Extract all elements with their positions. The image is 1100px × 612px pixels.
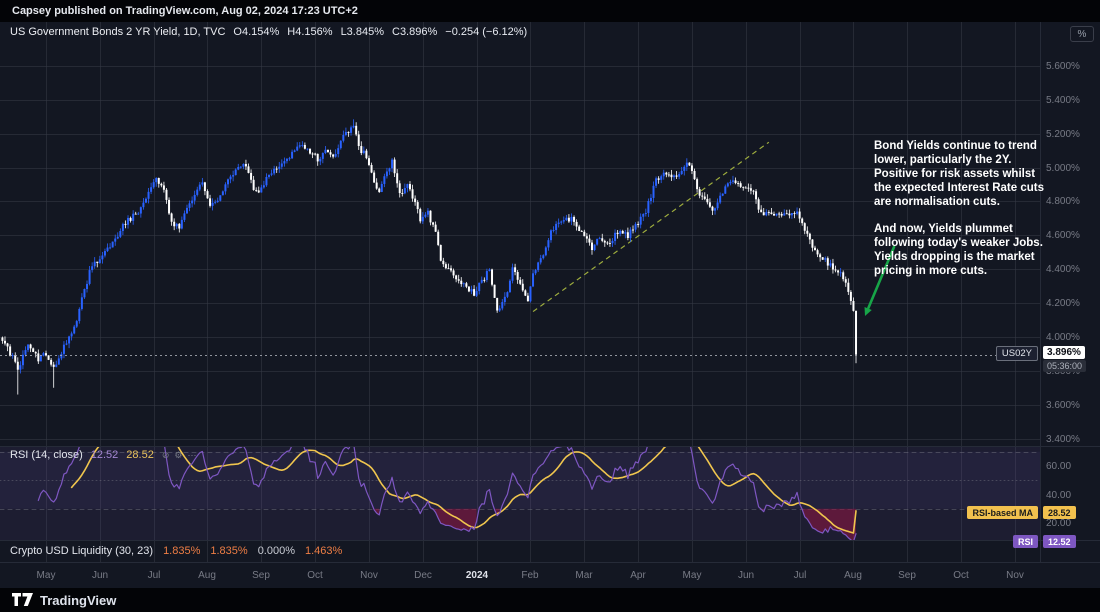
liquidity-value-1: 1.835% [163,545,200,557]
more-icon[interactable]: ⋯ [187,450,196,461]
price-axis-label: 3.400% [1046,434,1080,445]
price-label-symbol: US02Y [996,346,1038,361]
rsi-ma-value-chip: 28.52 [1043,506,1076,519]
liquidity-legend[interactable]: Crypto USD Liquidity (30, 23) 1.835% 1.8… [10,545,342,557]
time-axis-label: Aug [844,570,862,581]
change-value: −0.254 (−6.12%) [445,26,527,38]
rsi-axis-label: 20.00 [1046,518,1071,529]
time-axis-label: Jun [92,570,108,581]
rsi-current-value: 12.52 [91,449,119,461]
price-axis-label: 4.600% [1046,230,1080,241]
rsi-legend[interactable]: RSI (14, close) 12.52 28.52 ⊘ ⚙ ⋯ [10,449,196,461]
symbol-title[interactable]: US Government Bonds 2 YR Yield, 1D, TVC [10,26,225,38]
hide-icon[interactable]: ⊘ [162,450,170,461]
chart-note-text: Bond Yields continue to trend lower, par… [874,139,1046,278]
ohlc-close: C3.896% [392,26,437,38]
rsi-ma-current-value: 28.52 [126,449,154,461]
pane-separator[interactable] [0,540,1100,541]
time-axis-label: Jul [148,570,161,581]
time-axis-label: Sep [252,570,270,581]
liquidity-value-3: 0.000% [258,545,295,557]
price-axis-label: 4.200% [1046,298,1080,309]
time-axis-label: May [683,570,702,581]
time-axis-label: Nov [1006,570,1024,581]
price-axis-label: 5.400% [1046,95,1080,106]
note-paragraph-1: Bond Yields continue to trend lower, par… [874,139,1046,209]
liquidity-value-2: 1.835% [210,545,247,557]
time-axis-label: Jul [794,570,807,581]
price-axis-label: 4.400% [1046,264,1080,275]
time-axis-label: Aug [198,570,216,581]
price-axis-label: 3.600% [1046,400,1080,411]
rsi-axis-label: 40.00 [1046,490,1071,501]
rsi-axis-label: 60.00 [1046,461,1071,472]
price-axis-label: 5.200% [1046,129,1080,140]
settings-icon[interactable]: ⚙ [174,450,182,461]
price-axis-label: 4.000% [1046,332,1080,343]
note-paragraph-2: And now, Yields plummet following today'… [874,222,1046,278]
tradingview-logo-icon[interactable] [12,593,33,607]
time-axis-label: Feb [521,570,538,581]
time-axis-label: Jun [738,570,754,581]
pane-separator[interactable] [0,446,1100,447]
time-axis-label: May [37,570,56,581]
ohlc-low: L3.845% [341,26,384,38]
rsi-ma-label-chip: RSI-based MA [967,506,1038,519]
chart-canvas[interactable] [0,0,1100,612]
time-axis-label: 2024 [466,570,488,581]
time-axis-label: Apr [630,570,646,581]
price-axis-label: 5.000% [1046,163,1080,174]
chart-legend[interactable]: US Government Bonds 2 YR Yield, 1D, TVC … [10,26,527,38]
liquidity-title[interactable]: Crypto USD Liquidity (30, 23) [10,545,153,557]
rsi-value-chip: 12.52 [1043,535,1076,548]
price-label-value: 3.896% [1043,346,1085,359]
rsi-label-chip: RSI [1013,535,1038,548]
time-axis-label: Mar [575,570,592,581]
rsi-title[interactable]: RSI (14, close) [10,449,83,461]
time-axis-label: Nov [360,570,378,581]
time-axis-label: Oct [307,570,323,581]
time-axis-label: Dec [414,570,432,581]
time-axis-label: Sep [898,570,916,581]
price-axis-label: 4.800% [1046,196,1080,207]
time-axis-label: Oct [953,570,969,581]
footer-bar: TradingView [0,588,1100,612]
ohlc-open: O4.154% [233,26,279,38]
liquidity-value-4: 1.463% [305,545,342,557]
ohlc-high: H4.156% [287,26,332,38]
published-bar: Capsey published on TradingView.com, Aug… [0,0,1100,22]
price-axis-label: 5.600% [1046,61,1080,72]
percent-scale-button[interactable]: % [1070,26,1094,42]
published-text: Capsey published on TradingView.com, Aug… [12,5,358,17]
bar-countdown: 05:36:00 [1043,360,1086,372]
brand-name[interactable]: TradingView [40,593,116,608]
